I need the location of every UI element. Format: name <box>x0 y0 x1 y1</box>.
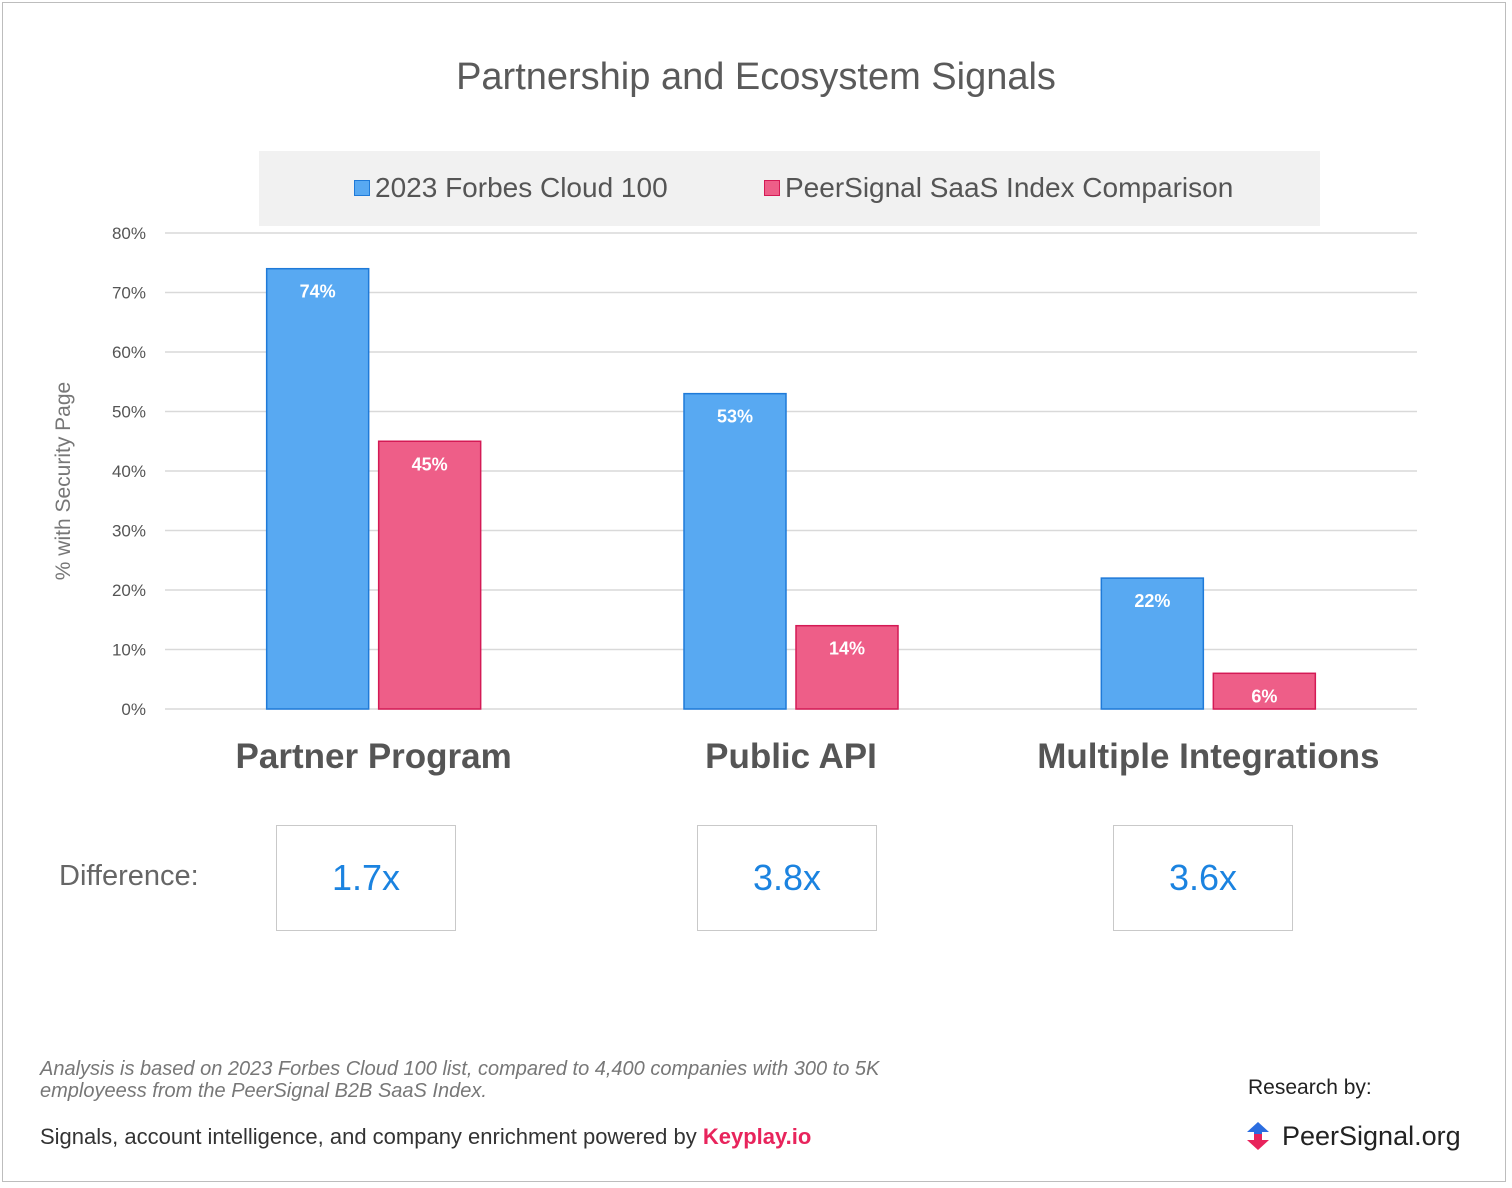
bar-value-label: 14% <box>829 639 865 659</box>
bar <box>1100 577 1205 710</box>
legend-swatch-peersignal <box>764 180 780 196</box>
legend-item-forbes: 2023 Forbes Cloud 100 <box>354 170 668 206</box>
powered-by-text: Signals, account intelligence, and compa… <box>40 1124 697 1149</box>
category-label: Partner Program <box>236 737 512 776</box>
y-axis-label: % with Security Page <box>52 382 75 580</box>
peersignal-logo-icon <box>1247 1122 1269 1150</box>
y-tick-label: 10% <box>112 641 146 660</box>
bar <box>1212 672 1317 710</box>
bar-value-label: 53% <box>717 407 753 427</box>
keyplay-link[interactable]: Keyplay.io <box>702 1124 812 1149</box>
bar-value-label: 74% <box>300 282 336 302</box>
legend: 2023 Forbes Cloud 100 PeerSignal SaaS In… <box>259 151 1320 226</box>
bar-chart: 0% 10% 20% 30% 40% 50% 60% 70% 80% % with Securit… <box>52 224 1417 776</box>
difference-box-partner-program: 1.7x <box>276 825 456 931</box>
y-tick-label: 70% <box>112 284 146 303</box>
bar <box>683 392 787 710</box>
footnote: Analysis is based on 2023 Forbes Cloud 1… <box>40 1058 880 1102</box>
peersignal-logo-text: PeerSignal.org <box>1282 1120 1461 1151</box>
category-label: Multiple Integrations <box>1037 737 1379 776</box>
y-tick-label: 0% <box>121 700 146 719</box>
difference-label: Difference: <box>59 860 199 892</box>
legend-label-forbes: 2023 Forbes Cloud 100 <box>375 172 668 203</box>
bar-value-label: 6% <box>1251 686 1277 706</box>
legend-swatch-forbes <box>354 180 370 196</box>
bar <box>265 267 370 710</box>
y-tick-label: 40% <box>112 462 146 481</box>
powered-by-line: Signals, account intelligence, and compa… <box>40 1124 811 1150</box>
bar <box>795 624 899 710</box>
category-label: Public API <box>705 737 877 776</box>
difference-box-public-api: 3.8x <box>697 825 877 931</box>
peersignal-logo: PeerSignal.org <box>1243 1120 1461 1152</box>
legend-label-peersignal: PeerSignal SaaS Index Comparison <box>785 172 1234 203</box>
bar-value-label: 22% <box>1134 591 1170 611</box>
y-tick-label: 20% <box>112 581 146 600</box>
bar-value-label: 45% <box>412 454 448 474</box>
y-tick-label: 80% <box>112 224 146 243</box>
research-by-label: Research by: <box>1248 1076 1372 1099</box>
y-tick-label: 60% <box>112 343 146 362</box>
y-tick-label: 50% <box>112 403 146 422</box>
y-tick-label: 30% <box>112 522 146 541</box>
legend-item-peersignal: PeerSignal SaaS Index Comparison <box>764 170 1233 206</box>
difference-box-multiple-integrations: 3.6x <box>1113 825 1293 931</box>
chart-title: Partnership and Ecosystem Signals <box>456 56 1056 98</box>
bar <box>377 440 482 710</box>
